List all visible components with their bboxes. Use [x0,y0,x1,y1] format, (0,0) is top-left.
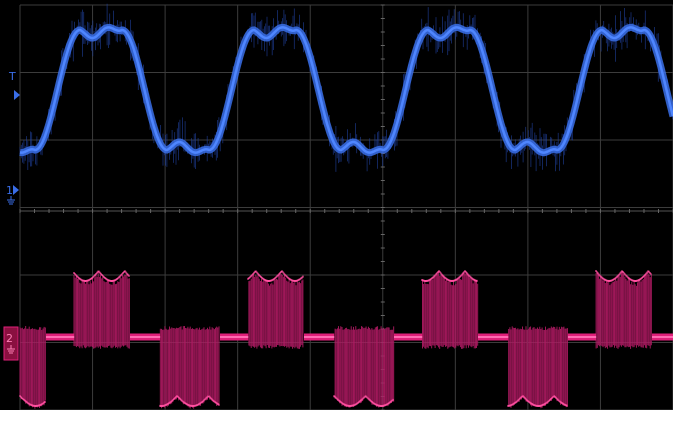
channel-1-label: 1 [6,184,13,197]
trigger-level-marker[interactable]: T [8,70,20,100]
channel-1-arrow-icon [13,185,19,195]
channel-1-trace [19,26,675,154]
channel-1-ground-marker[interactable]: 1 [6,184,19,205]
channel-1-waveform [19,3,677,172]
ground-marker-icon [7,196,15,205]
ground-marker-icon [7,345,15,354]
screen-border-bottom [0,410,681,426]
channel-marker-strip [0,0,20,426]
channel-2-marker-box [3,326,19,361]
channel-2-ground-marker[interactable]: 2 [3,326,19,361]
channel-1-trace-band [19,23,677,157]
channel-2-waveform [19,270,674,409]
trigger-label: T [8,70,16,83]
screen-border-right [673,0,681,426]
channel-2-label: 2 [6,332,13,345]
trigger-arrow-icon [14,90,20,100]
channel-2-envelope [19,270,652,407]
channel-2-burst [19,271,652,409]
